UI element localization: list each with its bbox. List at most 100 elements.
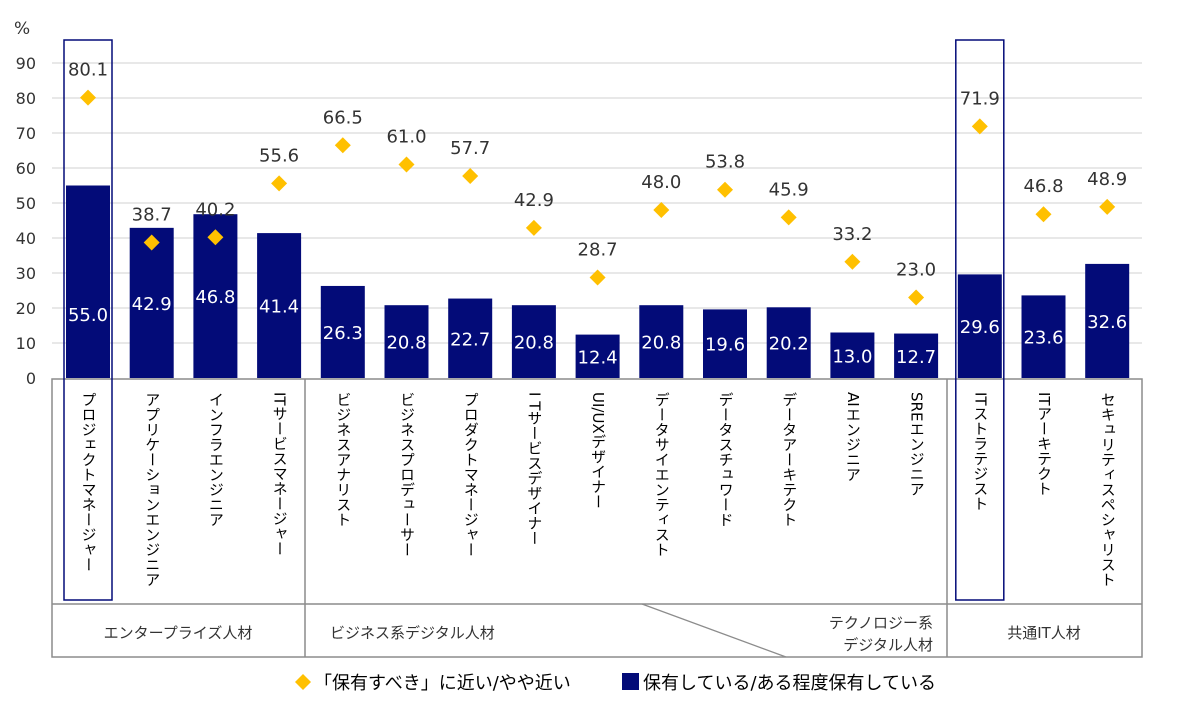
category-label: ITストラテジスト (971, 392, 989, 511)
point-value-label: 53.8 (705, 152, 745, 173)
category-label: プロダクトマネージャー (462, 392, 480, 557)
diamond-marker (717, 181, 733, 198)
legend-square-icon (622, 673, 639, 690)
y-tick-label: 70 (16, 124, 36, 143)
group-label: テクノロジー系 (829, 614, 933, 632)
diamond-marker (462, 168, 479, 185)
group-label: エンタープライズ人材 (104, 624, 253, 642)
category-label: ITサービスマネージャー (271, 392, 289, 556)
point-value-label: 45.9 (769, 179, 809, 200)
diamond-marker (271, 175, 288, 192)
point-value-label: 28.7 (578, 240, 618, 261)
diamond-marker (80, 89, 96, 106)
group-label: 共通IT人材 (1007, 624, 1081, 642)
diamond-marker (908, 289, 925, 306)
legend-label: 「保有すべき」に近い/やや近い (314, 673, 571, 694)
category-label: セキュリティスペシャリスト (1099, 392, 1117, 587)
category-label: UI/UXデザイナー (589, 392, 607, 509)
bar (575, 334, 620, 378)
bar (384, 305, 429, 378)
point-value-label: 48.0 (641, 172, 681, 193)
highlight-box (63, 39, 113, 601)
point-value-label: 40.2 (195, 199, 235, 220)
point-value-label: 23.0 (896, 260, 936, 281)
y-tick-label: 90 (16, 54, 36, 73)
category-label: インフラエンジニア (207, 392, 225, 527)
bar-value-label: 29.6 (960, 317, 1000, 338)
group-label: デジタル人材 (843, 636, 933, 654)
diamond-marker (334, 137, 351, 154)
bar (66, 185, 110, 378)
point-value-label: 80.1 (68, 60, 108, 81)
point-value-label: 57.7 (450, 138, 490, 159)
diamond-marker (525, 219, 542, 236)
bar-value-label: 42.9 (132, 294, 172, 315)
y-tick-label: 40 (16, 229, 36, 248)
y-tick-label: 20 (16, 299, 36, 318)
highlight-box (955, 39, 1005, 601)
category-label: ビジネスプロデューサー (398, 392, 416, 557)
bar-value-label: 46.8 (195, 287, 235, 308)
diamond-marker (589, 269, 606, 286)
category-axis-frame (51, 378, 1143, 658)
y-tick-label: 80 (16, 89, 36, 108)
category-label: データスチュワード (717, 392, 735, 527)
category-label: アプリケーションエンジニア (143, 392, 161, 587)
point-value-label: 38.7 (132, 205, 172, 226)
diamond-marker (653, 202, 670, 218)
diamond-marker (143, 234, 160, 251)
point-value-label: 48.9 (1087, 169, 1127, 190)
category-label: I Tサービスデザイナー (525, 392, 543, 545)
legend-diamond-icon (295, 674, 311, 690)
bar (957, 274, 1002, 378)
category-label: ITアーキテクト (1035, 392, 1053, 496)
point-value-label: 71.9 (960, 88, 1000, 109)
bar (766, 307, 811, 378)
bar-value-label: 13.0 (832, 346, 872, 367)
point-value-label: 66.5 (323, 107, 363, 128)
bar (703, 309, 747, 378)
diamond-marker (971, 118, 988, 135)
category-label: データアーキテクト (780, 392, 798, 527)
bar-value-label: 55.0 (68, 305, 108, 326)
bar-value-label: 22.7 (450, 329, 490, 350)
bar-value-label: 12.4 (578, 347, 618, 368)
point-value-label: 55.6 (259, 145, 299, 166)
bar (320, 285, 365, 378)
bar (257, 233, 302, 378)
y-axis-unit: % (14, 19, 30, 39)
y-tick-label: 10 (16, 334, 36, 353)
diamond-marker (398, 156, 415, 173)
bar-value-label: 12.7 (896, 347, 936, 368)
bar-value-label: 20.8 (386, 333, 426, 354)
y-tick-label: 50 (16, 194, 36, 213)
diamond-marker (207, 229, 224, 246)
bar-value-label: 41.4 (259, 297, 299, 318)
bar-value-label: 20.2 (769, 334, 809, 355)
diamond-marker (1035, 206, 1052, 223)
category-label: AIエンジニア (844, 392, 862, 482)
bar-value-label: 26.3 (323, 323, 363, 344)
category-label: ビジネスアナリスト (334, 392, 352, 527)
bar (894, 333, 939, 378)
bar (448, 298, 493, 378)
y-tick-label: 0 (26, 369, 36, 388)
bar-value-label: 32.6 (1087, 312, 1127, 333)
bar (1021, 295, 1066, 378)
point-value-label: 42.9 (514, 190, 554, 211)
category-label: データサイエンティスト (653, 392, 671, 557)
diamond-marker (780, 209, 797, 226)
bar (511, 305, 556, 378)
group-label: ビジネス系デジタル人材 (330, 624, 495, 642)
bar (830, 332, 875, 378)
bar (129, 227, 174, 378)
bar-value-label: 20.8 (514, 333, 554, 354)
bar (1085, 263, 1130, 378)
legend-label: 保有している/ある程度保有している (643, 673, 936, 694)
point-value-label: 33.2 (832, 224, 872, 245)
category-label: SREエンジニア (908, 392, 926, 496)
bar-value-label: 20.8 (641, 333, 681, 354)
y-tick-label: 30 (16, 264, 36, 283)
bar (639, 305, 684, 378)
